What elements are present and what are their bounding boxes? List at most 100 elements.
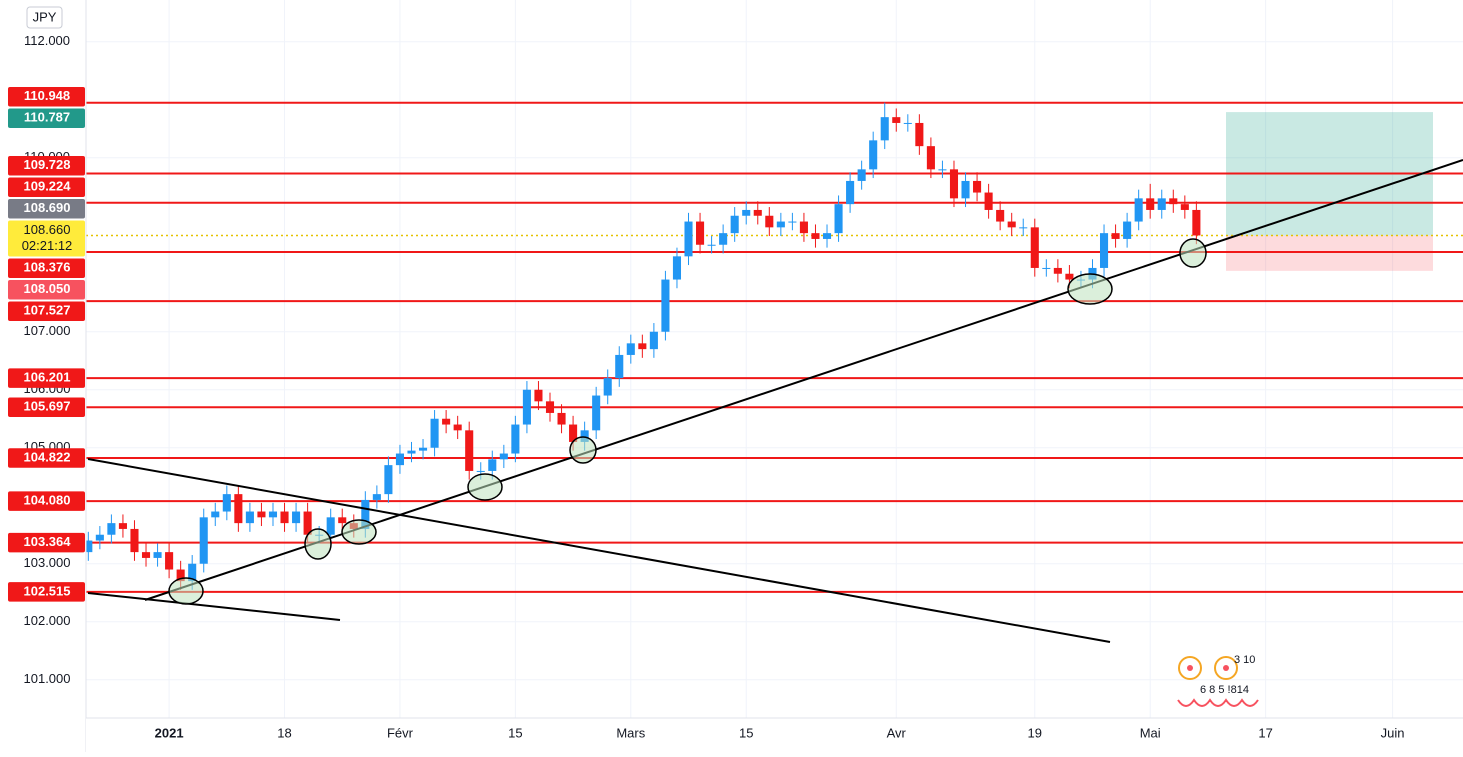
- price-label-box: [8, 279, 85, 300]
- ellipse: [1067, 273, 1113, 305]
- price-label: 106.201: [24, 370, 71, 385]
- candle-body: [765, 215, 774, 228]
- ellipse: [168, 577, 204, 605]
- candle-body: [153, 552, 162, 558]
- candle-body: [938, 169, 947, 171]
- y-tick-label: 102.000: [24, 613, 71, 628]
- price-label: 108.690: [24, 200, 71, 215]
- candle-body: [522, 389, 531, 425]
- levels: [86, 101, 1463, 593]
- candle-body: [418, 447, 428, 451]
- price-label-box: [8, 220, 85, 257]
- candle-body: [430, 418, 439, 448]
- axes: 2021 18 Févr 15 Mars 15 Avr 19 Mai 17 Juin 101.000 1…: [8, 33, 1405, 740]
- candle-body: [268, 511, 278, 518]
- candle-body: [453, 424, 462, 431]
- candle-body: [488, 459, 497, 471]
- grid: [86, 0, 1463, 718]
- candle-body: [1019, 227, 1028, 229]
- candle-body: [903, 122, 912, 124]
- candle-body: [730, 215, 739, 234]
- ellipse: [467, 473, 503, 501]
- ellipse: [341, 519, 377, 545]
- countdown: 02:21:12: [22, 238, 73, 253]
- price-label-box: [8, 491, 85, 511]
- price-label: 108.050: [24, 281, 71, 296]
- price-label-box: [8, 258, 85, 278]
- candle-body: [303, 511, 312, 535]
- candle-body: [880, 117, 889, 141]
- candle-body: [742, 209, 751, 216]
- icon: [1178, 656, 1202, 680]
- candle-body: [846, 180, 855, 205]
- candle-body: [361, 499, 370, 529]
- x-tick-label: 15: [739, 725, 753, 740]
- candle-body: [1169, 198, 1178, 205]
- candle-body: [822, 233, 832, 239]
- candle-body: [188, 563, 197, 582]
- candle-body: [638, 343, 647, 350]
- trendline: [87, 592, 341, 621]
- price-label: 107.527: [24, 303, 71, 318]
- x-tick-label: Juin: [1381, 725, 1405, 740]
- candle-body: [892, 117, 901, 123]
- candle-body: [1146, 198, 1155, 210]
- candle-body: [222, 494, 231, 512]
- candle-body: [1111, 233, 1120, 239]
- x-tick-label: Mai: [1140, 725, 1161, 740]
- price-label-box: [8, 368, 85, 388]
- candle-body: [661, 279, 670, 332]
- currency: JPY: [33, 9, 57, 24]
- x-tick-label: Mars: [616, 725, 645, 740]
- x-tick-label: Févr: [387, 725, 414, 740]
- candle-body: [753, 209, 762, 216]
- price-label-box: [8, 582, 85, 602]
- candle-body: [996, 209, 1005, 222]
- candle-body: [915, 122, 924, 147]
- candle-body: [476, 470, 485, 472]
- icon: [1223, 665, 1229, 671]
- candle-body: [95, 534, 104, 541]
- price-label: 104.822: [24, 449, 71, 464]
- y-tick-label: 112.000: [24, 33, 70, 48]
- candle-body: [788, 221, 797, 223]
- price-label: 102.515: [24, 583, 71, 598]
- candle-body: [696, 221, 705, 245]
- candle-body: [1099, 233, 1109, 268]
- candle-body: [926, 146, 935, 170]
- candle-body: [511, 424, 520, 454]
- overlay-text: 3 10: [1234, 654, 1255, 666]
- candle-body: [1007, 221, 1016, 228]
- stop-zone: [1226, 235, 1433, 271]
- candle-body: [118, 523, 127, 529]
- candle-body: [626, 343, 635, 355]
- icon: [1214, 656, 1238, 680]
- candle-body: [1053, 267, 1062, 274]
- x-tick-label: 18: [277, 725, 291, 740]
- price-label-box: [8, 532, 85, 553]
- candle-body: [1180, 204, 1189, 210]
- candle-body: [557, 412, 566, 425]
- candle-body: [1042, 267, 1051, 269]
- candle-body: [973, 180, 982, 193]
- currency-box: [26, 6, 63, 29]
- candle-body: [684, 221, 693, 257]
- candle-body: [384, 465, 393, 495]
- candle-body: [1134, 198, 1143, 222]
- candle-body: [245, 511, 254, 524]
- candle-body: [834, 204, 843, 234]
- ellipse: [304, 528, 332, 560]
- candle-body: [130, 528, 139, 553]
- highlights: [168, 238, 1207, 605]
- candle-body: [326, 517, 335, 535]
- candle-body: [811, 233, 820, 239]
- price-label: 109.728: [24, 157, 71, 172]
- price-label: 110.787: [24, 110, 70, 125]
- candle-body: [176, 569, 185, 582]
- candle-body: [869, 140, 878, 170]
- candle-body: [580, 430, 589, 442]
- candle-body: [707, 244, 716, 246]
- price-label: 108.660: [24, 222, 71, 237]
- time-axis: [86, 718, 1463, 752]
- price-label-box: [8, 397, 85, 418]
